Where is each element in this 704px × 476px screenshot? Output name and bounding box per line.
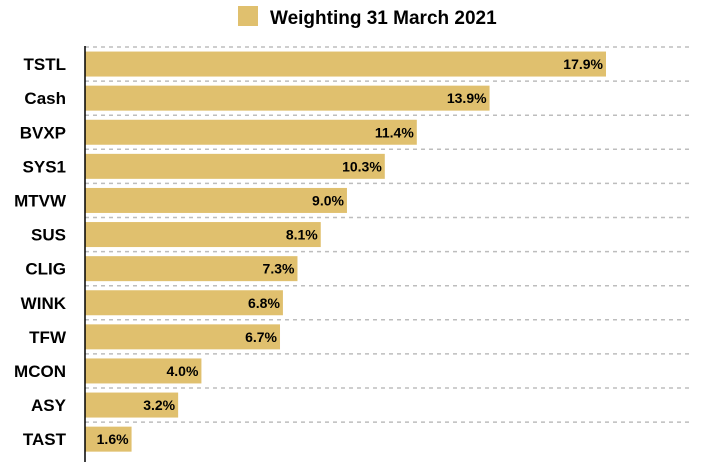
value-label-tstl: 17.9% — [563, 56, 603, 72]
legend: Weighting 31 March 2021 — [238, 6, 497, 29]
category-label-cash: Cash — [24, 89, 66, 108]
value-label-wink: 6.8% — [248, 295, 280, 311]
bar-wink — [85, 290, 283, 316]
bar-bvxp — [85, 119, 417, 145]
bar-cash — [85, 85, 490, 111]
value-label-cash: 13.9% — [447, 90, 487, 106]
bar-tfw — [85, 324, 281, 350]
value-label-tast: 1.6% — [97, 431, 129, 447]
category-label-clig: CLIG — [25, 260, 66, 279]
category-label-mtvw: MTVW — [14, 191, 67, 210]
bar-sys1 — [85, 153, 385, 179]
category-label-tstl: TSTL — [24, 55, 67, 74]
gridlines — [85, 46, 690, 423]
category-labels: TSTL Cash BVXP SYS1 MTVW SUS CLIG WINK TFW MCON AS… — [14, 55, 67, 449]
category-label-mcon: MCON — [14, 362, 66, 381]
category-label-tast: TAST — [23, 430, 67, 449]
bar-asy — [85, 392, 179, 418]
bars — [85, 51, 606, 452]
category-label-wink: WINK — [21, 294, 67, 313]
value-label-bvxp: 11.4% — [375, 124, 414, 140]
value-label-sus: 8.1% — [286, 227, 318, 243]
value-label-tfw: 6.7% — [245, 329, 277, 345]
category-label-bvxp: BVXP — [20, 123, 66, 142]
value-label-asy: 3.2% — [143, 397, 175, 413]
value-label-mcon: 4.0% — [167, 363, 199, 379]
legend-swatch — [238, 6, 258, 26]
value-label-mtvw: 9.0% — [312, 192, 344, 208]
bar-mtvw — [85, 187, 347, 213]
category-label-tfw: TFW — [29, 328, 67, 347]
bar-sus — [85, 222, 321, 248]
bar-tstl — [85, 51, 606, 77]
bar-tast — [85, 426, 132, 452]
bar-clig — [85, 256, 298, 282]
category-label-asy: ASY — [31, 396, 67, 415]
category-label-sys1: SYS1 — [23, 157, 66, 176]
value-label-sys1: 10.3% — [342, 158, 382, 174]
value-labels: 17.9% 13.9% 11.4% 10.3% 9.0% 8.1% 7.3% 6.8% 6.7%… — [97, 56, 604, 447]
category-label-sus: SUS — [31, 226, 66, 245]
value-label-clig: 7.3% — [263, 261, 295, 277]
bar-mcon — [85, 358, 202, 384]
legend-label: Weighting 31 March 2021 — [270, 8, 497, 29]
